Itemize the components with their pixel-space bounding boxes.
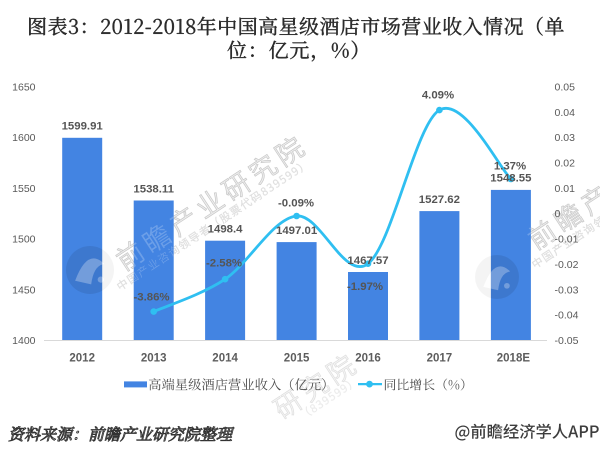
svg-text:0.05: 0.05 (555, 82, 576, 94)
svg-text:-0.03: -0.03 (555, 284, 579, 296)
svg-text:2017: 2017 (427, 353, 453, 365)
svg-text:1538.11: 1538.11 (133, 183, 174, 195)
svg-text:2016: 2016 (355, 353, 381, 365)
svg-text:2013: 2013 (141, 353, 167, 365)
svg-text:-1.97%: -1.97% (347, 281, 383, 293)
svg-text:-0.09%: -0.09% (278, 197, 314, 209)
svg-text:1498.4: 1498.4 (208, 224, 244, 236)
svg-text:-0.01: -0.01 (555, 234, 579, 246)
svg-text:1527.62: 1527.62 (419, 194, 460, 206)
svg-text:4.09%: 4.09% (422, 90, 454, 102)
svg-text:-0.05: -0.05 (555, 335, 579, 347)
svg-text:2012: 2012 (69, 353, 95, 365)
svg-text:1.37%: 1.37% (494, 160, 526, 172)
svg-text:1550: 1550 (12, 183, 36, 195)
svg-text:1467.57: 1467.57 (347, 255, 388, 267)
svg-text:0.02: 0.02 (555, 158, 576, 170)
svg-text:-3.86%: -3.86% (133, 292, 169, 304)
svg-text:1400: 1400 (12, 335, 36, 347)
svg-text:1548.55: 1548.55 (490, 173, 532, 185)
svg-text:-2.58%: -2.58% (206, 258, 242, 270)
svg-text:1500: 1500 (12, 234, 36, 246)
svg-text:2018E: 2018E (497, 353, 531, 365)
svg-text:1599.91: 1599.91 (62, 121, 104, 133)
svg-text:2015: 2015 (284, 353, 310, 365)
svg-text:1497.01: 1497.01 (276, 225, 318, 237)
svg-text:0.01: 0.01 (555, 183, 576, 195)
svg-text:0.03: 0.03 (555, 132, 576, 144)
svg-text:-0.02: -0.02 (555, 259, 579, 271)
svg-text:1450: 1450 (12, 284, 36, 296)
svg-text:0: 0 (555, 208, 561, 220)
svg-text:1650: 1650 (12, 82, 36, 94)
svg-text:1600: 1600 (12, 132, 36, 144)
svg-text:-0.04: -0.04 (555, 310, 579, 322)
svg-text:2014: 2014 (212, 353, 238, 365)
svg-text:0.04: 0.04 (555, 107, 576, 119)
